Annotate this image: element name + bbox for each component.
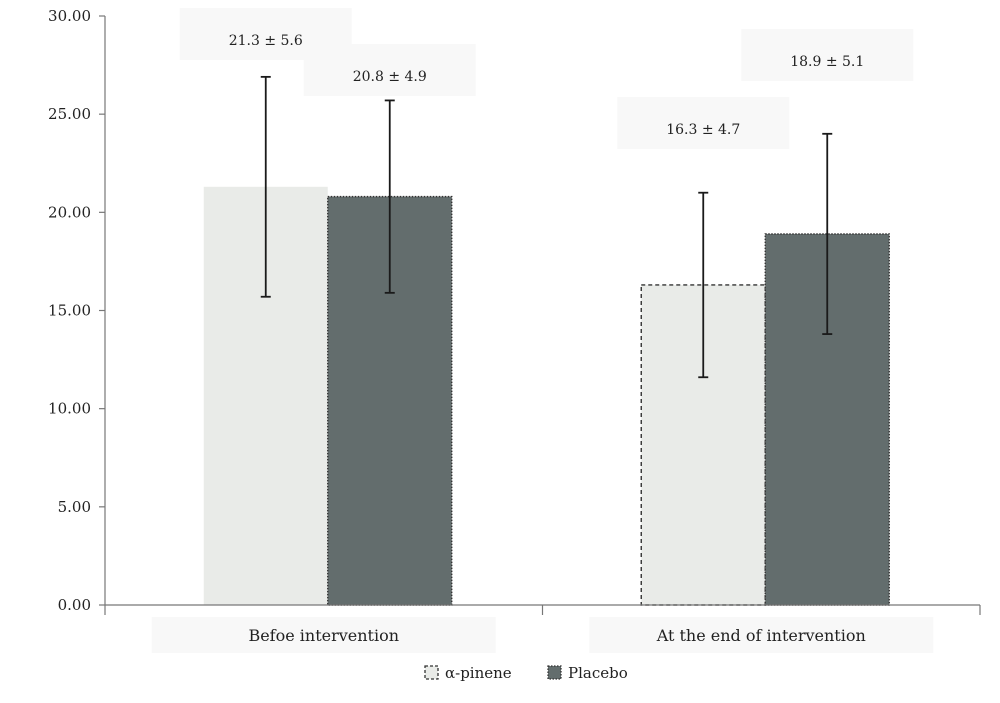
category-label-background	[589, 617, 934, 653]
y-tick-label: 30.00	[48, 7, 91, 25]
bars-layer	[203, 186, 890, 606]
axes-layer: 0.00 5.00 10.00 15.00 20.00 25.00 30.00 Befoe i…	[48, 7, 981, 645]
data-label: 20.8 ± 4.9	[353, 69, 427, 85]
category-label: Befoe intervention	[248, 626, 399, 645]
label-background-layer	[151, 8, 934, 653]
y-tick-label: 0.00	[58, 596, 91, 614]
y-tick-label: 20.00	[48, 203, 91, 221]
data-label-background	[617, 97, 790, 149]
y-tick-label: 15.00	[48, 302, 91, 320]
data-labels-layer: 21.3 ± 5.6 16.3 ± 4.7 20.8 ± 4.9 18.9 ± 5.1	[229, 33, 865, 138]
legend-label: Placebo	[568, 664, 628, 682]
y-tick-label: 25.00	[48, 105, 91, 123]
legend-label: α-pinene	[445, 664, 512, 682]
data-label-background	[303, 44, 476, 96]
data-label: 18.9 ± 5.1	[790, 54, 864, 70]
category-label: At the end of intervention	[656, 626, 866, 645]
data-label: 16.3 ± 4.7	[666, 122, 740, 138]
y-tick-label: 5.00	[58, 498, 91, 516]
data-label-background	[741, 29, 914, 81]
y-tick-label: 10.00	[48, 400, 91, 418]
legend-swatch-placebo	[547, 665, 562, 680]
category-label-background	[151, 617, 496, 653]
error-bars-layer	[260, 75, 833, 379]
data-label: 21.3 ± 5.6	[229, 33, 303, 49]
legend: α-pinene Placebo	[424, 664, 628, 682]
legend-swatch-alpha-pinene	[424, 665, 439, 680]
